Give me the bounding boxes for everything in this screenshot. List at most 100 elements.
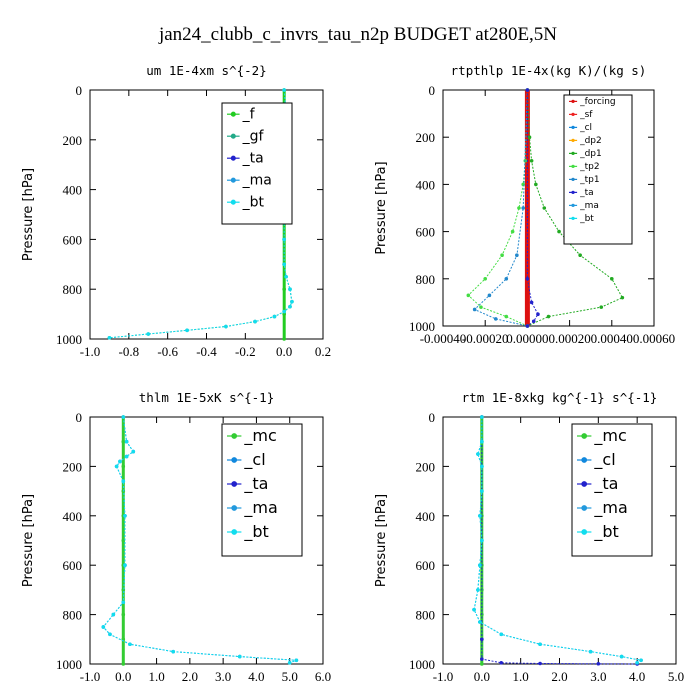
legend-entry: _tp2 <box>579 162 599 172</box>
panel-rtm-plot: -1.0 0.0 1.0 2.0 3.0 4.0 5.0 0 200 400 600 800 1000 _… <box>409 410 684 684</box>
x-tick-label: 2.0 <box>551 669 567 684</box>
data-point-bt <box>185 328 189 333</box>
data-point-tp2 <box>479 305 483 309</box>
y-tick-label: 800 <box>416 608 436 623</box>
data-point-bt <box>284 274 288 279</box>
x-tick-label: 0.0 <box>115 669 131 684</box>
y-tick-label: 0 <box>429 410 436 425</box>
y-tick-label: 1000 <box>409 657 435 672</box>
legend-marker <box>571 112 575 117</box>
x-tick-label: 2.0 <box>182 669 198 684</box>
data-point-ta <box>525 88 530 92</box>
data-point-bt <box>639 658 643 663</box>
y-tick-label: 0 <box>76 410 83 425</box>
legend-entry: _ma <box>579 201 599 211</box>
legend-marker <box>231 481 238 487</box>
x-tick-label: 0.2 <box>315 344 331 359</box>
data-point-bt <box>588 649 593 654</box>
legend-marker <box>571 99 575 104</box>
legend-marker <box>230 155 236 161</box>
figure-title: jan24_clubb_c_invrs_tau_n2p BUDGET at280… <box>158 24 557 45</box>
data-point-ta <box>536 312 540 317</box>
legend-entry: _dp2 <box>579 136 602 146</box>
legend-entry: _ma <box>593 498 627 518</box>
data-point-bt <box>480 464 484 469</box>
data-point-bt <box>478 620 482 624</box>
y-tick-label: 600 <box>416 558 436 573</box>
data-point-bt <box>121 479 126 484</box>
legend-marker <box>571 164 575 169</box>
y-tick-label: 200 <box>416 459 436 474</box>
data-point-dp1 <box>599 305 604 309</box>
data-point-mc <box>121 612 126 617</box>
y-tick-label: 1000 <box>56 657 82 672</box>
data-point-tp2 <box>500 253 504 257</box>
panel-um-plot: -1.0 -0.8 -0.6 -0.4 -0.2 0.0 0.2 0 200 400 600 800 1… <box>56 83 331 359</box>
data-point-ta <box>499 660 504 665</box>
data-point-bt <box>282 309 286 314</box>
legend-entry: _bt <box>243 522 268 542</box>
legend-entry: _cl <box>579 123 592 133</box>
data-point-tp1 <box>521 206 525 210</box>
data-point-bt <box>171 649 176 654</box>
plot-frame <box>89 416 324 665</box>
legend-marker <box>581 433 588 439</box>
x-tick-label: 0.00000 <box>506 331 548 346</box>
legend-marker <box>230 111 236 117</box>
data-point-bt <box>121 415 126 419</box>
panel-thlm-plot: -1.0 0.0 1.0 2.0 3.0 4.0 5.0 6.0 0 200 400 600 800 10… <box>56 410 331 684</box>
legend-marker <box>231 457 238 463</box>
data-point-ta <box>525 277 530 281</box>
legend-marker <box>581 457 588 463</box>
x-tick-label: 3.0 <box>590 669 606 684</box>
data-point-tp2 <box>504 314 509 319</box>
data-point-bt <box>480 538 484 543</box>
x-tick-label: 5.0 <box>282 669 298 684</box>
x-tick-label: -0.2 <box>235 344 256 359</box>
legend-marker <box>230 199 236 205</box>
y-tick-label: 200 <box>416 130 436 145</box>
data-point-bt <box>282 262 286 267</box>
data-point-dp1 <box>610 277 614 281</box>
panel-rtpthlp: rtpthlp 1E-4x(kg K)/(kg s) Pressure [hPa… <box>374 63 675 346</box>
legend-marker <box>571 190 575 195</box>
data-point-bt <box>114 464 119 469</box>
x-tick-label: -0.6 <box>157 344 178 359</box>
data-point-bt <box>480 439 484 444</box>
legend-marker <box>571 177 575 182</box>
x-tick-label: 4.0 <box>248 669 264 684</box>
data-point-bt <box>111 612 116 617</box>
data-point-bt <box>224 324 228 329</box>
x-tick-label: -0.8 <box>119 344 140 359</box>
legend-entry: _ma <box>243 498 277 518</box>
legend-entry: _ta <box>593 474 618 494</box>
data-point-bt <box>282 88 286 92</box>
legend-marker <box>581 505 588 511</box>
y-tick-label: 0 <box>76 83 83 98</box>
y-tick-label: 200 <box>63 459 83 474</box>
y-tick-label: 1000 <box>56 332 82 347</box>
x-tick-label: 0.00040 <box>591 331 633 346</box>
data-point-bt <box>124 454 129 459</box>
legend-entry: _mc <box>593 426 626 446</box>
panel-um-title: um 1E-4xm s^{-2} <box>146 63 266 78</box>
y-tick-label: 400 <box>416 509 436 524</box>
data-point-bt <box>107 335 112 340</box>
data-point-bt <box>480 415 484 419</box>
data-point-bt <box>499 632 504 637</box>
legend-marker <box>571 216 575 221</box>
data-point-ta <box>525 324 530 328</box>
y-tick-label: 800 <box>63 608 83 623</box>
data-point-bt <box>538 642 542 647</box>
legend-marker <box>231 529 238 535</box>
data-point-dp1 <box>529 159 534 163</box>
data-point-dp1 <box>620 295 625 300</box>
data-point-dp1 <box>546 314 551 319</box>
data-point-tp2 <box>517 206 521 210</box>
data-point-tp2 <box>483 277 488 281</box>
plot-frame <box>442 89 655 327</box>
legend-marker <box>230 133 236 139</box>
legend-entry: _dp1 <box>579 149 602 159</box>
data-point-mc <box>121 439 126 444</box>
x-tick-label: 4.0 <box>629 669 645 684</box>
